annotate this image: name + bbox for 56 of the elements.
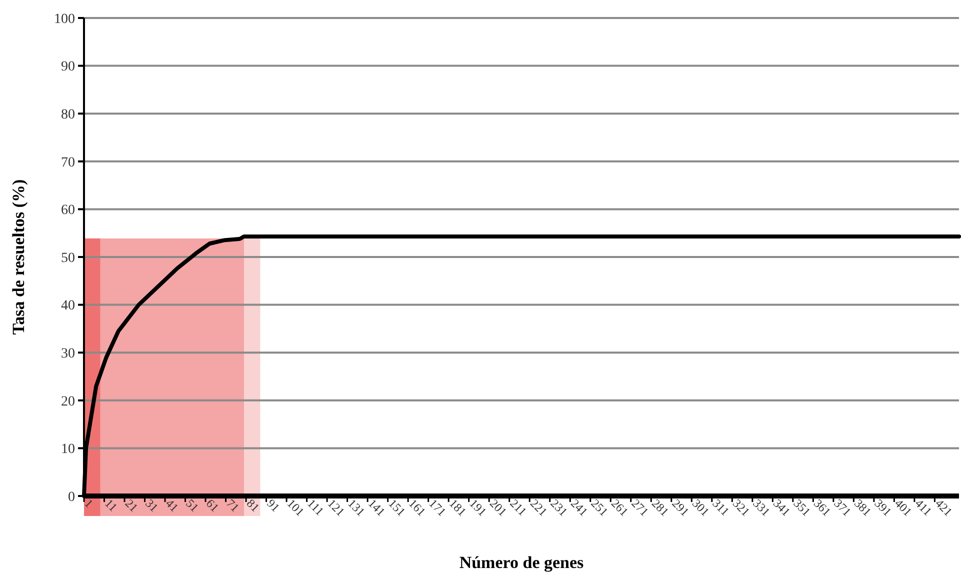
x-tick-label: 231	[548, 496, 570, 519]
x-tick-label: 291	[669, 496, 692, 519]
x-tick-label: 251	[588, 496, 611, 519]
x-tick-label: 171	[426, 496, 449, 519]
x-tick-label: 81	[244, 496, 262, 515]
x-tick-label: 101	[284, 496, 308, 519]
x-tick-label: 321	[730, 496, 753, 519]
y-tick-label: 20	[61, 394, 75, 410]
x-tick-label: 351	[790, 496, 814, 519]
x-tick-label: 31	[142, 496, 162, 515]
y-tick-label: 10	[61, 442, 75, 458]
x-tick-label: 61	[203, 496, 222, 515]
x-tick-label: 211	[507, 496, 530, 519]
x-tick-label: 331	[750, 496, 773, 519]
y-tick-label: 0	[68, 490, 75, 505]
x-tick-label: 301	[690, 496, 712, 519]
y-tick-label: 80	[61, 108, 75, 122]
x-tick-label: 111	[304, 496, 327, 518]
y-tick-label: 50	[61, 250, 75, 266]
y-tick-label: 40	[61, 298, 75, 314]
x-tick-label: 91	[264, 496, 283, 515]
x-tick-label: 191	[466, 496, 490, 519]
x-tick-label: 221	[527, 496, 550, 519]
x-tick-label: 51	[183, 496, 202, 515]
y-tick-label: 70	[61, 155, 75, 170]
x-tick-label: 151	[386, 496, 408, 519]
x-tick-label: 121	[324, 496, 348, 519]
x-tick-label: 391	[872, 496, 894, 519]
x-tick-label: 1	[82, 496, 96, 510]
x-tick-label: 21	[122, 496, 141, 515]
x-tick-label: 181	[446, 496, 470, 519]
x-tick-label: 141	[365, 496, 388, 519]
x-tick-label: 261	[608, 496, 632, 519]
x-tick-label: 271	[628, 496, 652, 519]
x-tick-label: 421	[932, 496, 956, 519]
y-axis-title: Tasa de resueltos (%)	[9, 179, 28, 335]
x-tick-label: 161	[406, 496, 429, 519]
x-tick-label: 71	[224, 496, 242, 515]
x-tick-label: 11	[102, 496, 120, 514]
x-tick-label: 201	[486, 496, 510, 519]
y-tick-label: 30	[61, 346, 75, 362]
x-tick-label: 311	[710, 496, 732, 519]
x-axis-title: Número de genes	[459, 553, 584, 572]
x-tick-label: 411	[912, 496, 935, 519]
x-tick-label: 381	[852, 496, 874, 519]
x-tick-label: 131	[345, 496, 368, 519]
y-tick-label: 60	[61, 203, 75, 218]
x-tick-label: 281	[649, 496, 672, 519]
x-tick-label: 371	[831, 496, 854, 519]
x-tick-label: 41	[162, 496, 182, 515]
x-tick-label: 401	[892, 496, 915, 519]
x-tick-label: 241	[568, 496, 591, 519]
y-tick-label: 100	[54, 12, 75, 27]
x-tick-label: 361	[811, 496, 834, 519]
x-tick-label: 341	[770, 496, 794, 519]
y-tick-label: 90	[61, 60, 75, 75]
